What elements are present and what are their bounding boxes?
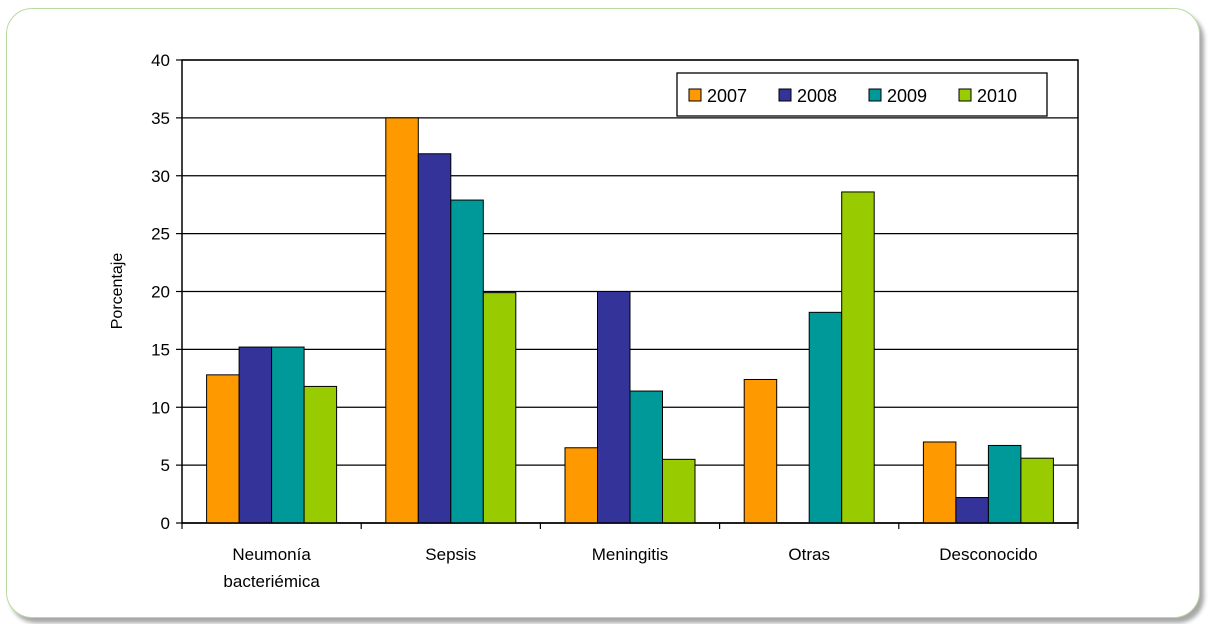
legend-box: [676, 72, 1048, 117]
bar-2009: [450, 199, 484, 524]
bar-2010: [841, 191, 875, 524]
legend-label-2007: 2007: [707, 86, 747, 106]
legend-label-2008: 2008: [797, 86, 837, 106]
legend: 2007 2008 2009 2010: [676, 72, 1048, 117]
bar-2007: [385, 117, 419, 524]
legend-swatch-2007: [688, 88, 702, 102]
bar-2010: [482, 292, 517, 524]
axes: 0 5 10 15 20 25 30 35 40 Neumonía bacteriémica Seps…: [151, 51, 1079, 591]
bar-2009: [629, 390, 663, 524]
bar-2008: [417, 153, 452, 524]
y-tick-label: 15: [151, 340, 170, 359]
y-tick-label: 5: [161, 456, 170, 475]
bar-2007: [743, 378, 778, 524]
legend-label-2010: 2010: [977, 86, 1017, 106]
y-tick-label: 40: [151, 51, 170, 70]
bar-2007: [564, 447, 598, 524]
y-tick-label: 30: [151, 167, 170, 186]
bar-2007: [922, 441, 957, 524]
bar-2009: [271, 346, 305, 524]
bars: [206, 117, 1054, 524]
bar-2008: [238, 346, 273, 524]
x-tick-label: Neumonía: [232, 545, 311, 564]
x-tick-label: Sepsis: [425, 545, 476, 564]
bar-2010: [662, 458, 696, 524]
y-axis-label: Porcentaje: [109, 253, 126, 330]
y-tick-label: 10: [151, 398, 170, 417]
y-tick-label: 0: [161, 514, 170, 533]
y-tick-label: 20: [151, 283, 170, 302]
legend-label-2009: 2009: [887, 86, 927, 106]
bar-2009: [987, 444, 1022, 524]
legend-swatch-2010: [958, 88, 972, 102]
legend-swatch-2009: [868, 88, 882, 102]
y-tick-label: 25: [151, 225, 170, 244]
bar-2009: [808, 311, 843, 524]
x-tick-label: Otras: [788, 545, 830, 564]
bar-2008: [955, 497, 989, 524]
bar-2010: [1020, 457, 1054, 524]
x-tick-label: Meningitis: [592, 545, 669, 564]
bar-2007: [206, 374, 240, 524]
legend-swatch-2008: [778, 88, 792, 102]
y-tick-label: 35: [151, 109, 170, 128]
x-tick-label: bacteriémica: [223, 572, 320, 591]
bar-2010: [303, 385, 338, 524]
x-tick-label: Desconocido: [939, 545, 1037, 564]
bar-2008: [597, 291, 631, 524]
